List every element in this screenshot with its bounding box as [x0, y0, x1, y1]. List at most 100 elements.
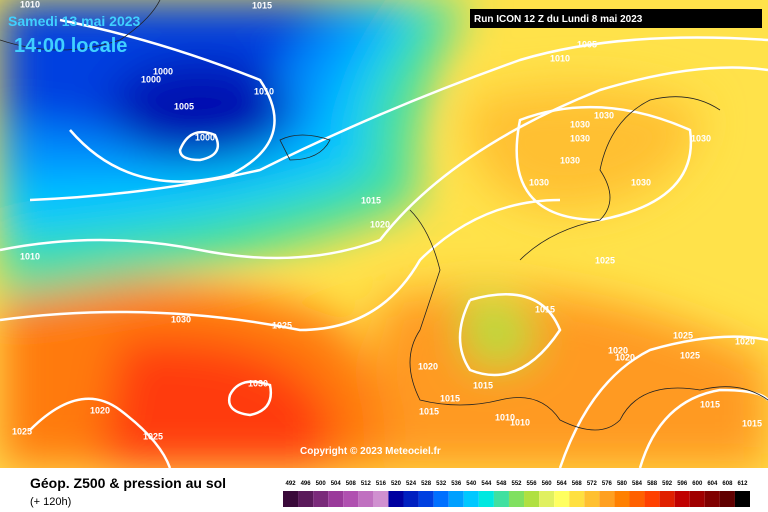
footer-title: Géop. Z500 & pression au sol: [30, 475, 226, 491]
isobar-label: 1005: [577, 39, 597, 49]
valid-date: Samedi 13 mai 2023: [8, 13, 141, 29]
legend-label: 592: [662, 481, 673, 487]
legend-swatch: [478, 491, 494, 507]
legend-swatch: [569, 491, 585, 507]
legend-label: 528: [421, 481, 432, 487]
legend-swatch: [343, 491, 359, 507]
isobar-label: 1020: [418, 361, 438, 371]
isobar-label: 1025: [680, 350, 700, 360]
isobar-label: 1015: [419, 406, 439, 416]
isobar-label: 1025: [143, 431, 163, 441]
legend-label: 536: [451, 481, 462, 487]
legend: 492 496 500 504 508 512 516 520 524 528 532 536 540 5…: [283, 481, 750, 507]
isobar-label: 1025: [595, 255, 615, 265]
run-info: Run ICON 12 Z du Lundi 8 mai 2023: [474, 14, 643, 25]
legend-swatch: [629, 491, 645, 507]
isobar-label: 1000: [141, 74, 161, 84]
isobar-label: 1010: [495, 412, 515, 422]
run-box: [470, 9, 762, 28]
isobar-label: 1030: [691, 133, 711, 143]
legend-swatch: [734, 491, 750, 507]
legend-swatch: [584, 491, 600, 507]
isobar-label: 1030: [594, 110, 614, 120]
legend-swatch: [554, 491, 570, 507]
isobar-label: 1030: [529, 177, 549, 187]
isobar-label: 1015: [361, 195, 381, 205]
legend-label: 512: [361, 481, 372, 487]
legend-swatch: [313, 491, 329, 507]
legend-swatch: [689, 491, 705, 507]
legend-label: 548: [496, 481, 507, 487]
field: [0, 0, 768, 469]
isobar-label: 1010: [20, 251, 40, 261]
legend-label: 560: [542, 481, 553, 487]
legend-swatch: [599, 491, 615, 507]
isobar-label: 1015: [440, 393, 460, 403]
isobar-label: 1010: [254, 86, 274, 96]
legend-label: 544: [481, 481, 492, 487]
isobar-label: 1015: [473, 380, 493, 390]
legend-swatch: [298, 491, 314, 507]
isobar-label: 1005: [174, 101, 194, 111]
legend-label: 576: [602, 481, 613, 487]
legend-swatch: [433, 491, 449, 507]
legend-label: 556: [527, 481, 538, 487]
legend-swatch: [418, 491, 434, 507]
legend-swatch: [644, 491, 660, 507]
isobar-label: 1010: [510, 417, 530, 427]
legend-label: 552: [511, 481, 522, 487]
legend-swatch: [508, 491, 525, 507]
copyright: Copyright © 2023 Meteociel.fr: [300, 446, 441, 457]
footer-lead: (+ 120h): [30, 496, 71, 508]
legend-swatch: [373, 491, 389, 507]
legend-label: 588: [647, 481, 658, 487]
legend-swatch: [403, 491, 419, 507]
isobar-label: 1020: [735, 336, 755, 346]
legend-swatch: [659, 491, 675, 507]
isobar-label: 1015: [700, 399, 720, 409]
isobar-label: 1000: [153, 66, 173, 76]
isobar-labels: 1010 101510051010100010001005100010101015…: [12, 0, 762, 441]
legend-swatch: [674, 491, 690, 507]
legend-swatch: [448, 491, 464, 507]
isobar-label: 1000: [195, 132, 215, 142]
legend-label: 504: [331, 481, 342, 487]
isobar-label: 1020: [615, 352, 635, 362]
isobar-label: 1030: [570, 133, 590, 143]
legend-label: 580: [617, 481, 628, 487]
legend-swatch: [388, 491, 404, 507]
legend-swatch: [283, 491, 299, 507]
isobar-label: 1020: [370, 219, 390, 229]
legend-label: 492: [286, 481, 297, 487]
legend-label: 496: [301, 481, 312, 487]
isobar-label: 1025: [272, 320, 292, 330]
legend-label: 540: [466, 481, 477, 487]
legend-swatch: [493, 491, 509, 507]
isobar-label: 1010: [20, 0, 40, 9]
isobar-label: 1015: [535, 304, 555, 314]
legend-label: 572: [587, 481, 598, 487]
legend-label: 500: [316, 481, 327, 487]
legend-label: 564: [557, 481, 568, 487]
legend-label: 516: [376, 481, 387, 487]
isobar-label: 1030: [248, 378, 268, 388]
legend-swatch: [539, 491, 555, 507]
legend-swatch: [358, 491, 374, 507]
legend-label: 532: [436, 481, 447, 487]
legend-swatch: [328, 491, 344, 507]
valid-time: 14:00 locale: [14, 35, 127, 57]
legend-label: 568: [572, 481, 583, 487]
coastlines: [0, 0, 768, 431]
isobar-label: 1015: [742, 418, 762, 428]
legend-swatch: [704, 491, 720, 507]
legend-label: 508: [346, 481, 357, 487]
isobar-label: 1025: [12, 426, 32, 436]
legend-label: 612: [737, 481, 748, 487]
isobar-label: 1030: [631, 177, 651, 187]
legend-label: 596: [677, 481, 688, 487]
legend-label: 584: [632, 481, 643, 487]
legend-label: 520: [391, 481, 402, 487]
legend-swatch: [614, 491, 630, 507]
